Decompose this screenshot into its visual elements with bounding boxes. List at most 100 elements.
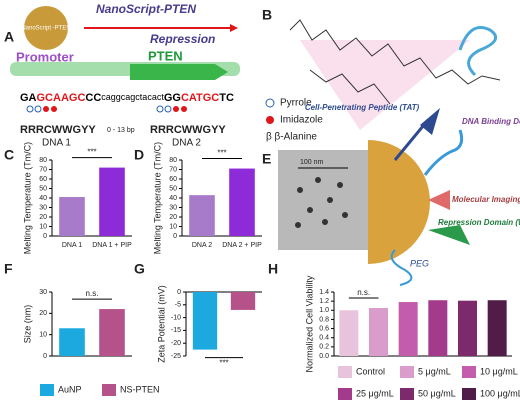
bar [428,300,448,356]
bar [189,195,215,236]
y-tick-label: 40 [169,195,177,202]
molecule [309,69,391,105]
y-axis-label: Size (nm) [22,305,32,344]
sequence-part: GCAAGC [37,92,86,104]
y-tick-label: 0 [173,233,177,240]
y-tick-label: 20 [39,310,47,317]
legend-swatch [338,388,352,400]
y-tick-label: 30 [39,289,47,296]
sequence-part: GG [164,92,181,104]
label: Cell-Penetrating Peptide (TAT) [305,103,420,112]
panel-label: A [4,29,14,45]
label: Repression Domain (WRPW-OH) [438,218,520,227]
motif: RRRCWWGYY [20,124,96,136]
y-tick-label: 30 [169,204,177,211]
charts: C Melting Temperature (Tm/C) 0 10 20 30 40 50 60… [4,142,520,400]
y-tick-label: 50 [169,185,177,192]
significance-label: n.s. [357,288,370,297]
sequence-part: GA [20,92,37,104]
y-tick-label: 50 [39,185,47,192]
y-tick-label: 80 [39,157,47,164]
arrow-head [230,24,238,32]
bar [369,308,388,356]
panel-label: B [262,7,272,23]
y-tick-label: 10 [169,223,177,230]
panel-label: C [4,147,14,163]
molecule [289,19,501,85]
peg [390,249,413,286]
legend-swatch [338,366,352,378]
particle-label: NanoScript -PTEN [21,26,70,32]
title: NanoScript-PTEN [96,2,196,16]
dna-label: DNA 2 [172,138,201,149]
dna-label: DNA 1 [42,138,71,149]
spacer: 0 - 13 bp [107,127,135,134]
tat-head [420,108,440,135]
y-tick-label: 60 [169,176,177,183]
significance-label: *** [219,359,228,368]
sequence-part: TC [219,92,234,104]
y-tick-label: 80 [169,157,177,164]
legend-label: 50 μg/mL [418,388,456,398]
bar [59,328,85,356]
y-axis-label: Normalized Cell Viability [304,275,314,372]
y-tick-label: 1.2 [319,298,329,305]
significance-label: *** [217,149,226,158]
y-tick-label: 0.6 [319,325,329,332]
panel-label: G [134,261,145,277]
y-tick-label: 1.4 [319,289,329,296]
dbd [423,129,464,176]
x-tick-label: DNA 2 [192,242,212,249]
legend-label: Pyrrole [280,98,312,109]
y-tick-label: -5 [175,302,181,309]
y-axis-label: Melting Temperature (Tm/C) [22,142,32,254]
panel-label: D [134,147,144,163]
pip-rings [26,105,172,113]
legend-swatch [462,366,476,378]
y-tick-label: 0.4 [319,335,329,342]
y-tick-label: 70 [169,166,177,173]
y-tick-label: 0.8 [319,316,329,323]
y-tick-label: -25 [171,353,181,360]
bar [487,300,507,356]
x-tick-label: DNA 1 [62,242,82,249]
sequence-part: CATGC [181,92,219,104]
y-axis-label: Zeta Potential (mV) [156,285,166,363]
y-tick-label: 0 [43,233,47,240]
sequence-part: caggcagctacact [101,92,164,102]
significance-label: *** [87,148,96,157]
legend-label: Imidazole [280,115,323,126]
legend-swatch [462,388,476,400]
scale-label: 100 nm [300,159,324,166]
gene: PTEN [148,48,183,63]
bar [398,302,418,356]
significance-label: n.s. [86,289,99,298]
y-axis-label: Melting Temperature (Tm/C) [152,142,162,254]
probe [428,190,450,210]
repression [428,225,470,245]
label: DNA Binding Domain (PTEN) [462,117,520,126]
y-tick-label: 10 [39,223,47,230]
legend-label: β β-Alanine [266,132,317,143]
y-tick-label: 0.0 [319,353,329,360]
panel-label: H [268,261,278,277]
dna-ribbon [458,26,498,77]
label: Cell-Penetrating Peptide (TAT) [305,103,420,112]
legend-swatch [400,388,414,400]
x-tick-label: DNA 1 + PIP [92,242,132,249]
bar [229,168,255,236]
bar [458,300,477,356]
bar [192,292,218,350]
y-tick-label: 70 [39,166,47,173]
y-tick-label: 20 [39,214,47,221]
y-tick-label: 40 [39,195,47,202]
panel-b: B Pyrrole Imidazole β β-Alanine [262,7,501,143]
legend-label: Control [356,366,385,376]
gene-arrow [130,64,228,80]
panel-a: A NanoScript -PTEN NanoScript-PTEN Repre… [4,2,240,149]
pip-dots [43,106,187,112]
bar [59,197,85,236]
pyrrole-icon [265,98,275,108]
arrow-label: Repression [150,32,215,46]
